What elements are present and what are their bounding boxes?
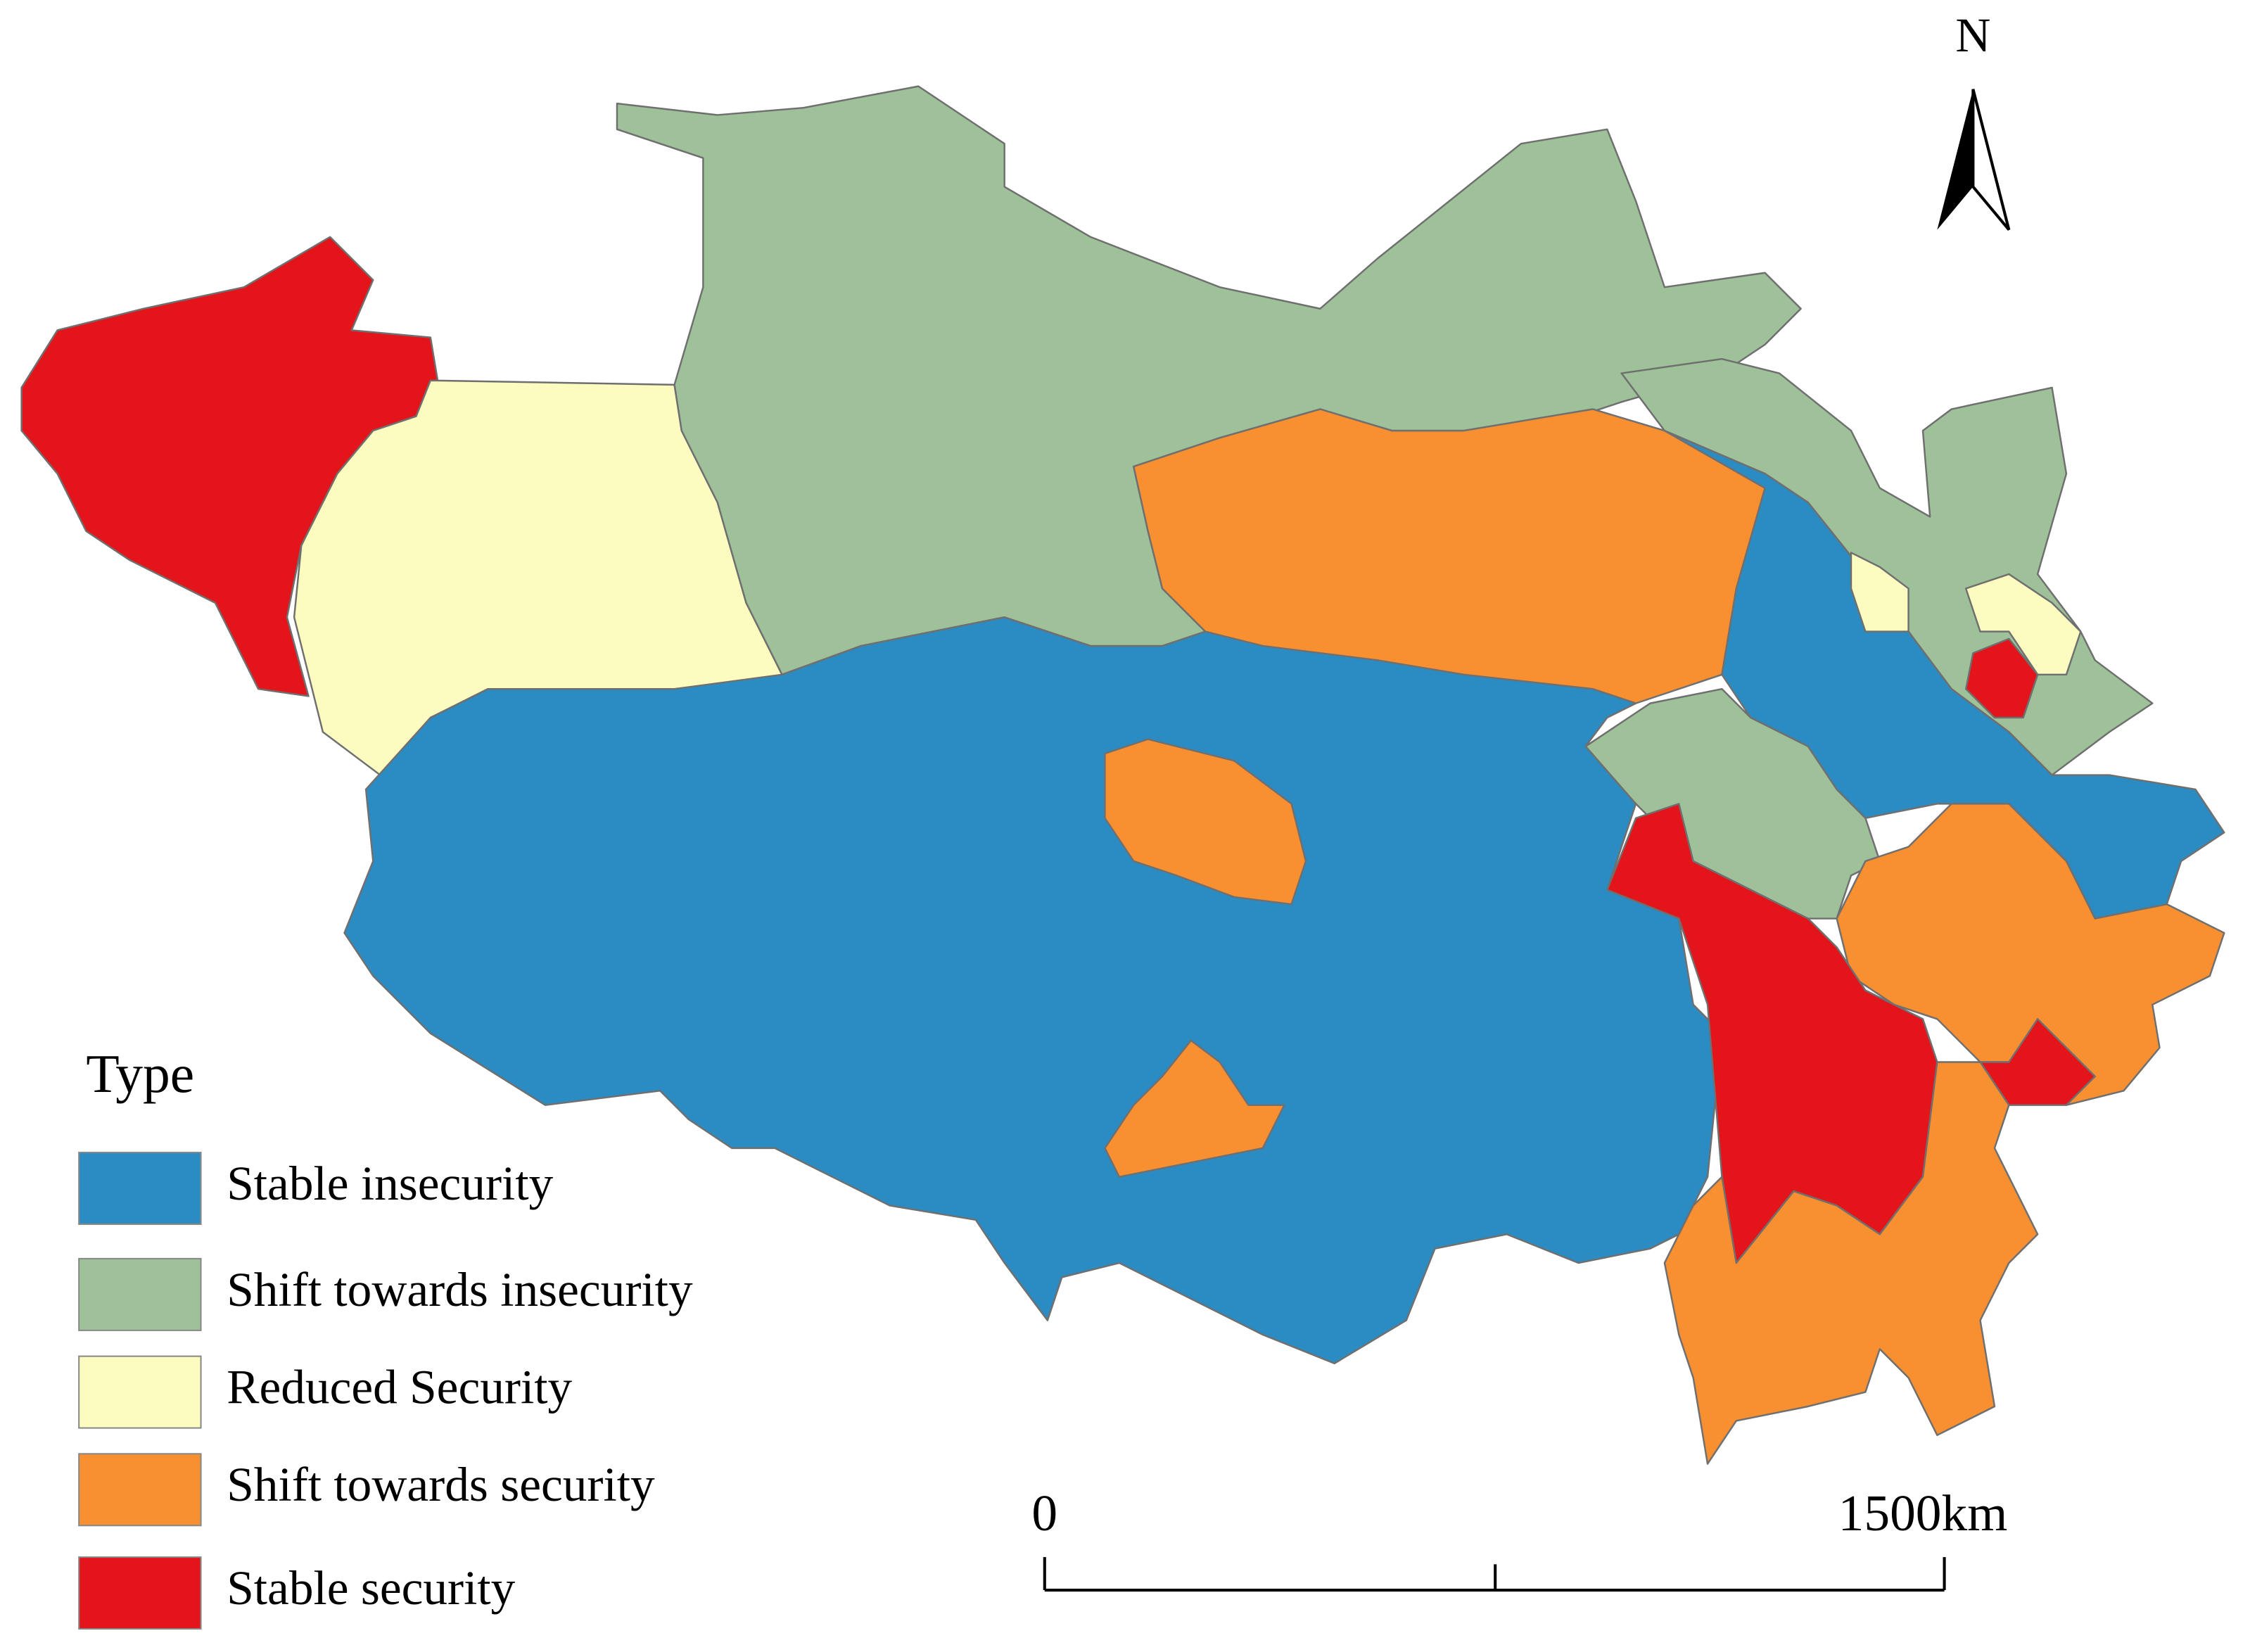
region	[1104, 1039, 1285, 1178]
scale-bar: 0 1500km	[1031, 1485, 2008, 1592]
legend-label: Stable security	[227, 1561, 515, 1615]
region	[1836, 803, 2225, 1106]
legend-swatch	[78, 1355, 202, 1429]
regions	[20, 85, 2225, 1465]
scale-start: 0	[1031, 1485, 1057, 1542]
north-arrow: N	[1937, 8, 2011, 231]
legend-label: Shift towards insecurity	[227, 1262, 693, 1316]
legend-label: Shift towards security	[227, 1457, 655, 1511]
north-arrow-left	[1937, 89, 1973, 230]
region	[1850, 552, 1909, 633]
legend-label: Reduced Security	[227, 1360, 572, 1414]
legend-title: Type	[86, 1043, 194, 1104]
legend-swatch	[78, 1151, 202, 1225]
legend-label: Stable insecurity	[227, 1156, 553, 1210]
legend-swatch	[78, 1257, 202, 1331]
region	[1979, 1018, 2096, 1106]
region	[1663, 1061, 2039, 1465]
legend-swatch	[78, 1556, 202, 1630]
region	[1964, 573, 2082, 676]
region	[1964, 637, 2039, 719]
region	[1104, 738, 1307, 906]
legend: Type Stable insecurity Shift towards inse…	[78, 1043, 693, 1630]
scale-end: 1500km	[1838, 1485, 2008, 1542]
region	[343, 616, 1723, 1365]
north-label: N	[1955, 8, 1990, 62]
legend-swatch	[78, 1453, 202, 1527]
north-arrow-right	[1971, 89, 2011, 231]
